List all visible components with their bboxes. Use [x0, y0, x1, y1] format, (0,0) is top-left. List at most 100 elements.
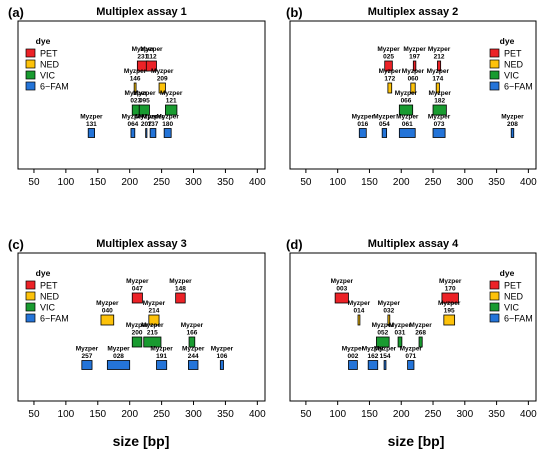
legend-swatch — [489, 313, 500, 323]
x-axis-title-right: size [bp] — [388, 433, 445, 449]
plot-frame — [17, 20, 266, 170]
marker-bar — [188, 360, 199, 370]
plot-frame — [289, 20, 537, 170]
marker-id-label: 112 — [146, 54, 157, 61]
chart-panel-2: (b) Multiplex assay 2 50 100 150 200 250 300 350… — [286, 5, 537, 188]
panel-tag: (c) — [8, 237, 24, 252]
marker-id-label: 215 — [147, 330, 158, 337]
marker-label: Myzper — [156, 114, 179, 121]
marker-bar — [376, 336, 390, 348]
marker-label: Myzper — [403, 46, 426, 53]
legend-swatch — [25, 59, 36, 69]
marker-label: Myzper — [372, 322, 395, 329]
marker-bar — [387, 82, 393, 94]
marker-bar — [387, 314, 391, 326]
marker-label: Myzper — [438, 300, 461, 307]
marker-id-label: 231 — [137, 54, 148, 61]
marker-label: Myzper — [348, 300, 371, 307]
marker-bar — [130, 128, 136, 138]
legend-label: NED — [40, 60, 60, 70]
legend-label: PET — [504, 49, 522, 59]
marker-bar — [188, 336, 196, 348]
marker-label: Myzper — [160, 90, 183, 97]
marker-id-label: 166 — [186, 330, 197, 337]
marker-id-label: 054 — [379, 121, 390, 128]
marker-bar — [334, 292, 349, 304]
marker-bar — [87, 128, 95, 138]
marker-id-label: 200 — [132, 330, 143, 337]
legend-title: dye — [500, 36, 515, 46]
marker-id-label: 174 — [432, 76, 443, 83]
marker-id-label: 071 — [405, 353, 416, 360]
marker-bar — [163, 128, 172, 138]
marker-bar — [145, 128, 148, 138]
x-tick-label: 150 — [89, 177, 106, 188]
marker-id-label: 180 — [162, 121, 173, 128]
marker-id-label: 148 — [175, 286, 186, 293]
legend-swatch — [25, 302, 36, 312]
marker-label: Myzper — [122, 114, 145, 121]
marker-label: Myzper — [135, 114, 158, 121]
x-tick-label: 200 — [121, 177, 138, 188]
marker-label: Myzper — [182, 346, 205, 353]
marker-id-label: 208 — [507, 121, 518, 128]
marker-bar — [348, 360, 358, 370]
x-tick-label: 350 — [488, 177, 505, 188]
legend-label: NED — [504, 60, 524, 70]
marker-id-label: 154 — [380, 353, 391, 360]
marker-bar — [397, 336, 403, 348]
marker-bar — [131, 336, 143, 348]
marker-id-label: 023 — [130, 98, 141, 105]
legend-label: VIC — [40, 71, 56, 81]
x-tick-label: 350 — [217, 409, 234, 420]
marker-label: Myzper — [169, 278, 192, 285]
marker-label: Myzper — [389, 322, 412, 329]
marker-bar — [148, 314, 160, 326]
panel-title: Multiplex assay 1 — [96, 6, 187, 18]
legend-label: VIC — [504, 303, 520, 313]
marker-bar — [156, 360, 168, 370]
x-tick-label: 250 — [425, 177, 442, 188]
marker-id-label: 066 — [401, 98, 412, 105]
x-tick-label: 400 — [249, 177, 266, 188]
panel-title: Multiplex assay 3 — [96, 238, 187, 250]
x-tick-label: 50 — [28, 177, 40, 188]
marker-label: Myzper — [124, 68, 147, 75]
panel-title: Multiplex assay 2 — [368, 6, 459, 18]
marker-bar — [437, 60, 442, 72]
x-tick-label: 250 — [153, 177, 170, 188]
legend-label: VIC — [504, 71, 520, 81]
legend-label: PET — [504, 281, 522, 291]
marker-bar — [143, 336, 162, 348]
marker-id-label: 244 — [188, 353, 199, 360]
marker-label: Myzper — [362, 346, 385, 353]
x-tick-label: 400 — [520, 409, 537, 420]
marker-id-label: 191 — [156, 353, 167, 360]
marker-id-label: 095 — [139, 98, 150, 105]
marker-label: Myzper — [374, 346, 397, 353]
marker-bar — [412, 60, 417, 72]
marker-bar — [106, 360, 131, 370]
marker-label: Myzper — [402, 68, 425, 75]
legend-swatch — [489, 291, 500, 301]
x-tick-label: 100 — [58, 409, 75, 420]
x-tick-label: 350 — [217, 177, 234, 188]
marker-label: Myzper — [501, 114, 524, 121]
marker-label: Myzper — [377, 46, 400, 53]
marker-bar — [510, 128, 515, 138]
marker-id-label: 162 — [368, 353, 379, 360]
marker-id-label: 172 — [384, 76, 395, 83]
marker-bar — [398, 104, 414, 116]
marker-label: Myzper — [439, 278, 462, 285]
legend-swatch — [25, 70, 36, 80]
legend-swatch — [25, 291, 36, 301]
marker-label: Myzper — [428, 46, 451, 53]
x-tick-label: 250 — [153, 409, 170, 420]
x-tick-label: 300 — [185, 409, 202, 420]
legend-swatch — [25, 81, 36, 91]
x-tick-label: 200 — [393, 409, 410, 420]
